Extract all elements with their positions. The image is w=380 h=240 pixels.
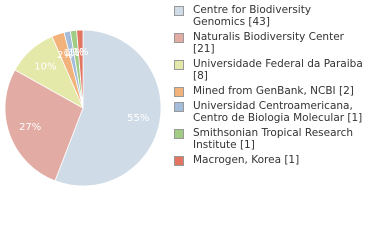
slice-label: 55% xyxy=(127,113,149,124)
legend-swatch xyxy=(174,102,184,112)
legend-item: Smithsonian Tropical Research Institute … xyxy=(174,127,374,151)
legend-label: Centre for Biodiversity Genomics [43] xyxy=(193,4,312,28)
legend-label: Macrogen, Korea [1] xyxy=(193,154,300,166)
pie-area: 55% 27% 10%2%1%1%1% xyxy=(4,29,162,187)
legend-swatch xyxy=(174,129,184,139)
slice-label: 27% xyxy=(19,122,41,133)
legend-item: Naturalis Biodiversity Center [21] xyxy=(174,31,374,55)
legend-swatch xyxy=(174,6,184,16)
legend: Centre for Biodiversity Genomics [43] Nat… xyxy=(174,4,374,169)
slice-label: 10% xyxy=(34,61,56,72)
legend-item: Universidade Federal da Paraiba [8] xyxy=(174,58,374,82)
pie-slice xyxy=(76,29,84,109)
slice-label: 1% xyxy=(68,47,84,58)
slice-label: 1% xyxy=(64,48,80,59)
pie-slice xyxy=(54,29,162,187)
slice-label: 2% xyxy=(57,50,73,61)
slice-label: 1% xyxy=(73,47,89,58)
legend-label: Universidade Federal da Paraiba [8] xyxy=(193,58,363,82)
legend-item: Mined from GenBank, NCBI [2] xyxy=(174,85,374,97)
legend-label: Naturalis Biodiversity Center [21] xyxy=(193,31,344,55)
legend-label: Universidad Centroamericana, Centro de B… xyxy=(193,100,363,124)
legend-swatch xyxy=(174,87,184,97)
pie-slice xyxy=(4,69,84,182)
legend-item: Universidad Centroamericana, Centro de B… xyxy=(174,100,374,124)
legend-swatch xyxy=(174,60,184,70)
legend-swatch xyxy=(174,33,184,43)
legend-item: Macrogen, Korea [1] xyxy=(174,154,374,166)
legend-swatch xyxy=(174,156,184,166)
legend-label: Smithsonian Tropical Research Institute … xyxy=(193,127,354,151)
legend-item: Centre for Biodiversity Genomics [43] xyxy=(174,4,374,28)
legend-label: Mined from GenBank, NCBI [2] xyxy=(193,85,354,97)
